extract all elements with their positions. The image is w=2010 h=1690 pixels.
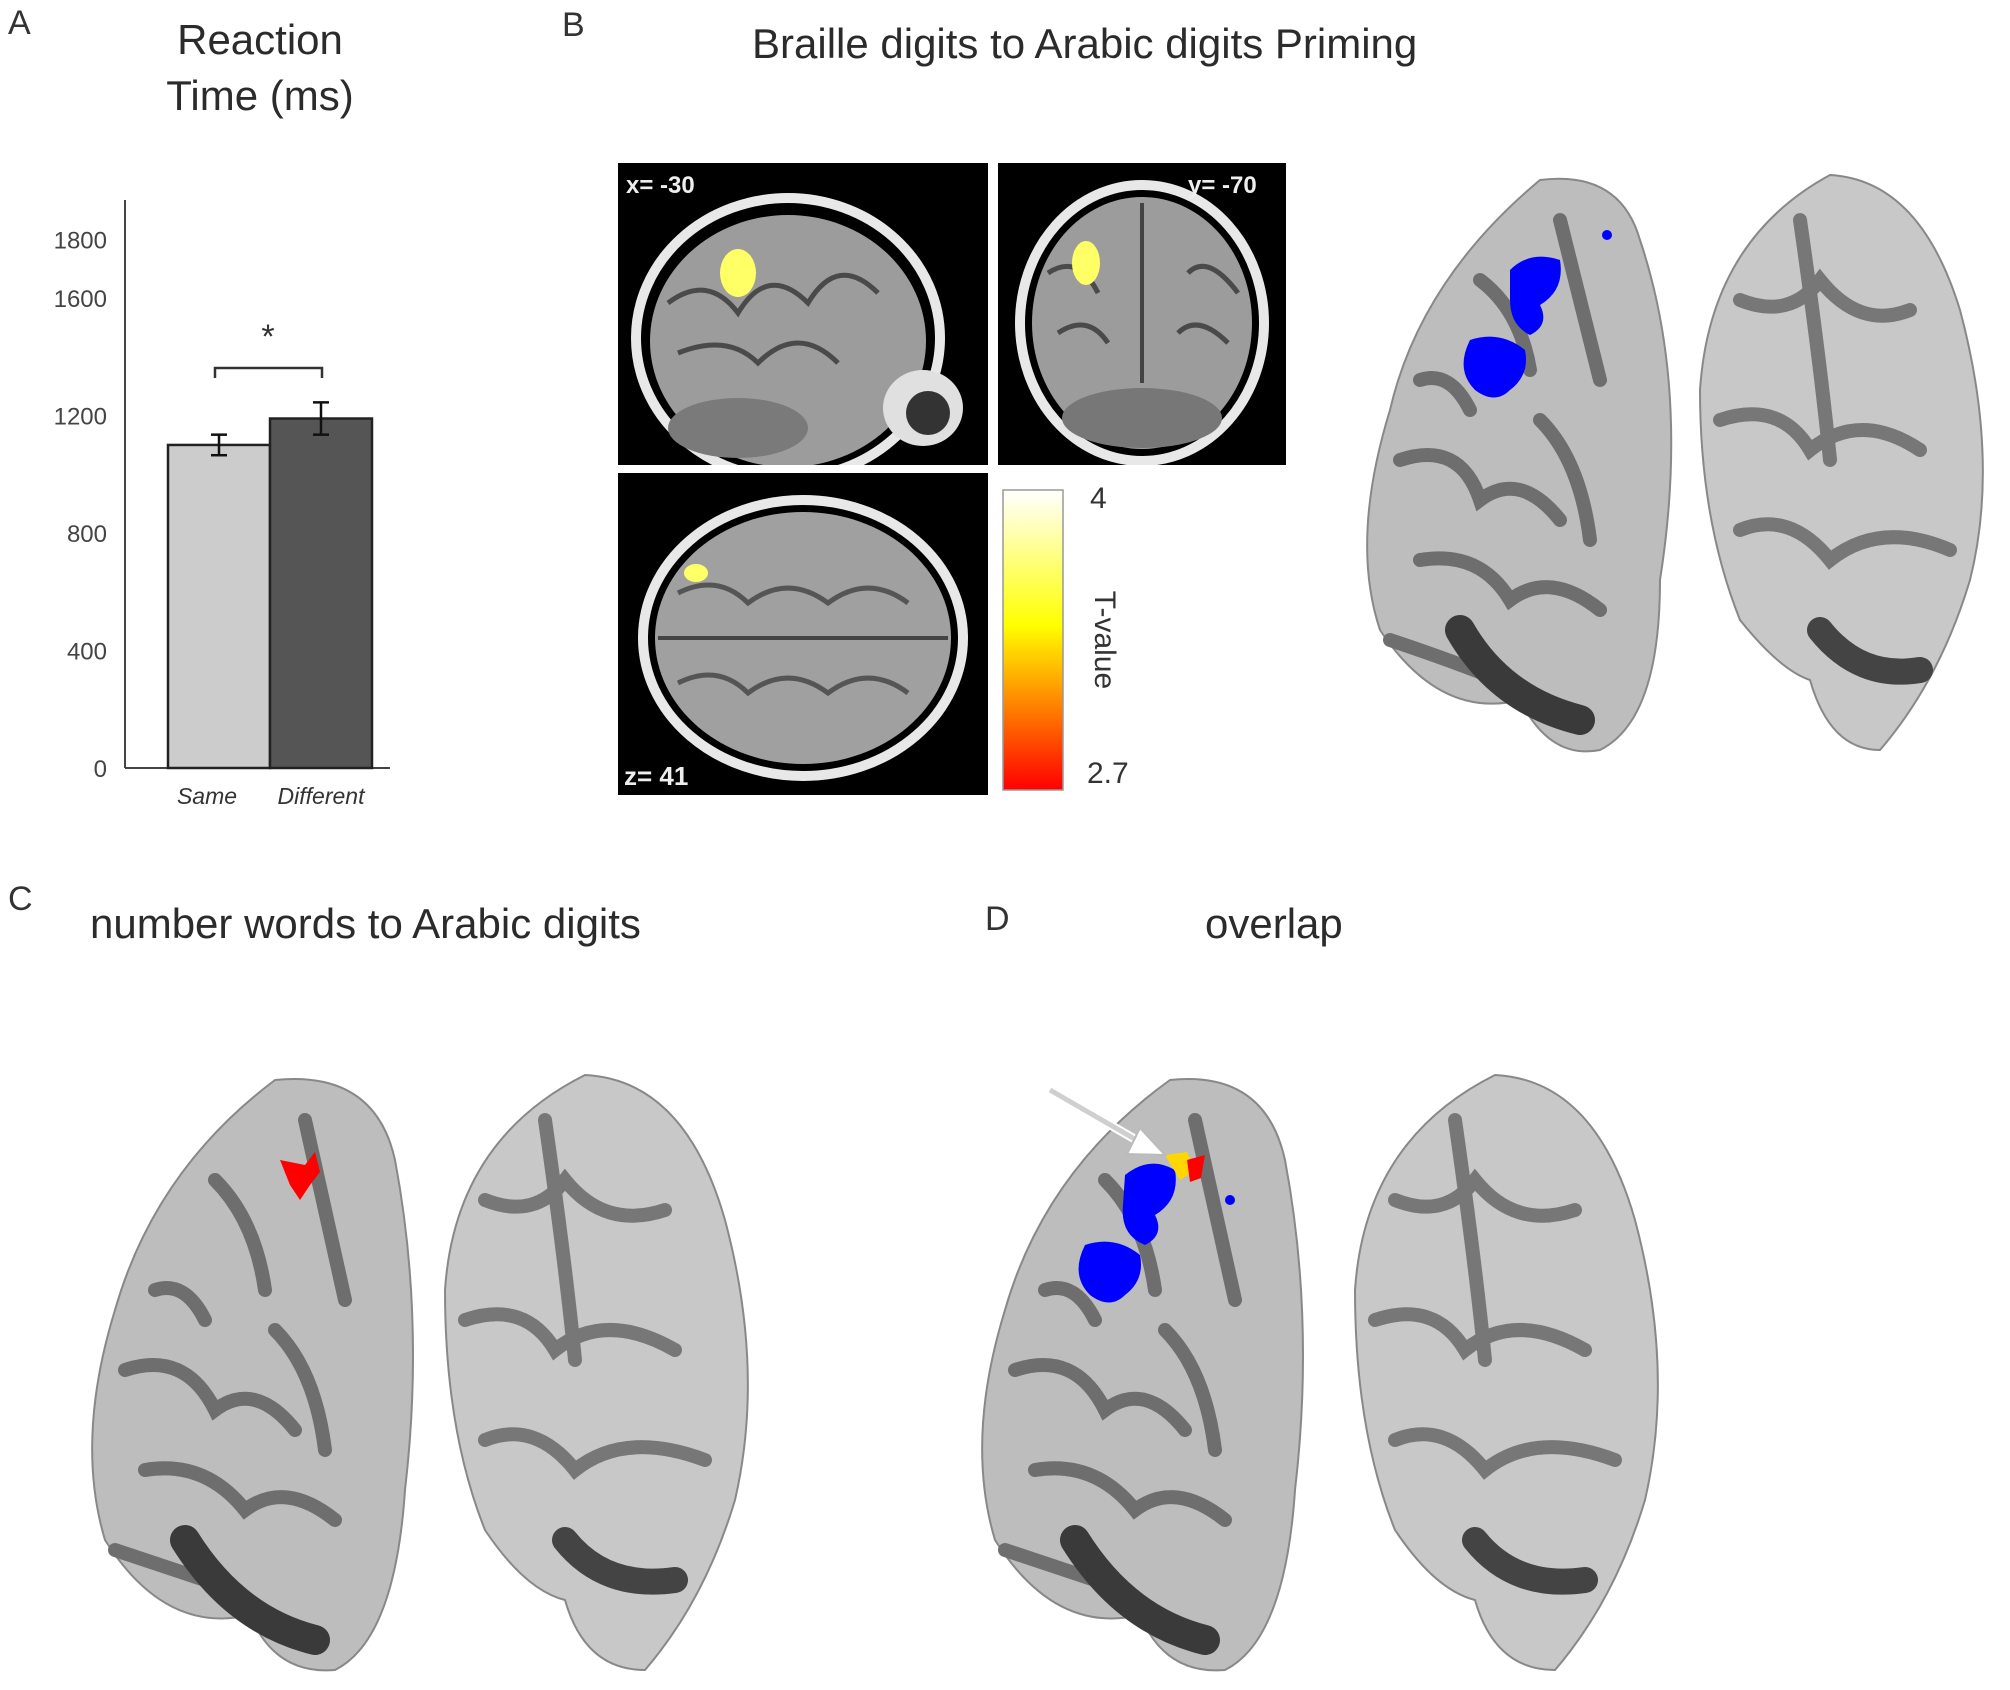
overlap-title: overlap xyxy=(1205,900,1343,947)
braille-priming-title: Braille digits to Arabic digits Priming xyxy=(752,20,1418,67)
category-label-different: Different xyxy=(278,783,367,809)
sagittal-coordinate-label: x= -30 xyxy=(626,172,695,199)
colorbar-axis-label: T-value xyxy=(1088,591,1121,689)
panel-letter-b: B xyxy=(562,6,585,44)
overlap-words-cluster xyxy=(1187,1155,1205,1182)
y-tick-label: 0 xyxy=(94,756,107,783)
brain-surface-c xyxy=(91,1073,749,1672)
y-tick-label: 400 xyxy=(67,639,107,666)
activation-cluster-dot xyxy=(1602,230,1612,240)
chart-bars xyxy=(166,417,374,770)
coronal-coordinate-label: y= -70 xyxy=(1188,172,1257,199)
sagittal-mri-slice: x= -30 xyxy=(618,163,988,465)
reaction-time-bar-chart: 0 400 800 1200 1600 1800 Same Different * xyxy=(54,200,390,809)
y-tick-label: 1200 xyxy=(54,404,107,431)
significance-marker: * xyxy=(261,318,274,356)
y-tick-label: 800 xyxy=(67,521,107,548)
overlap-braille-cluster-upper xyxy=(1122,1163,1176,1245)
category-label-same: Same xyxy=(177,783,237,809)
chart-error-bars xyxy=(211,401,329,457)
colorbar-max-label: 4 xyxy=(1090,482,1107,515)
activation-cluster-lower xyxy=(1463,336,1526,398)
bar-same xyxy=(166,443,272,770)
overlap-braille-dot xyxy=(1225,1195,1235,1205)
axial-activation-blob xyxy=(684,564,708,582)
t-value-colorbar: 4 2.7 T-value xyxy=(1002,482,1129,791)
axial-coordinate-label: z= 41 xyxy=(624,761,688,791)
reaction-time-title-line1: Reaction xyxy=(177,16,343,63)
colorbar-min-label: 2.7 xyxy=(1087,757,1129,790)
reaction-time-title: Reaction Time (ms) xyxy=(130,12,390,124)
brain-surface-b xyxy=(1366,173,1984,753)
chart-category-labels: Same Different xyxy=(177,783,366,809)
left-hemisphere-c xyxy=(91,1078,414,1672)
panel-letter-d: D xyxy=(985,900,1010,938)
axial-mri-slice: z= 41 xyxy=(618,473,988,795)
words-activation-cluster xyxy=(280,1152,320,1200)
coronal-activation-blob xyxy=(1072,241,1100,285)
sagittal-activation-blob xyxy=(720,249,756,297)
brain-surface-d xyxy=(981,1073,1659,1672)
panel-letter-c: C xyxy=(8,880,33,918)
reaction-time-title-line2: Time (ms) xyxy=(166,72,354,119)
y-tick-label: 1800 xyxy=(54,227,107,254)
overlap-common-cluster xyxy=(1165,1152,1195,1180)
overlap-braille-cluster-lower xyxy=(1078,1241,1141,1303)
panel-letter-a: A xyxy=(8,4,31,42)
colorbar-gradient xyxy=(1002,489,1064,791)
coronal-mri-slice: y= -70 xyxy=(998,163,1286,465)
left-hemisphere-d xyxy=(981,1078,1304,1672)
right-hemisphere-d xyxy=(1353,1073,1659,1672)
chart-ticks: 0 400 800 1200 1600 1800 xyxy=(54,227,107,783)
y-tick-label: 1600 xyxy=(54,286,107,313)
activation-cluster-upper xyxy=(1510,256,1561,335)
right-hemisphere-b xyxy=(1698,173,1984,752)
significance-bracket: * xyxy=(213,318,324,378)
right-hemisphere-c xyxy=(443,1073,749,1672)
bar-different xyxy=(268,417,374,770)
arrow-icon xyxy=(1047,1086,1168,1157)
number-words-title: number words to Arabic digits xyxy=(90,900,641,947)
left-hemisphere-b xyxy=(1366,177,1673,753)
